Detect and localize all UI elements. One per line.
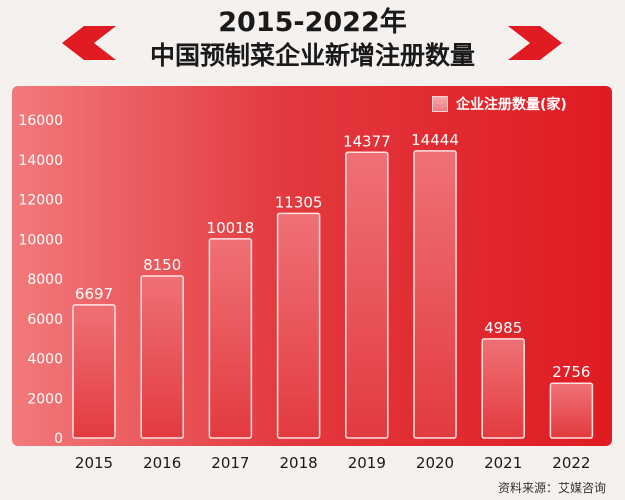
y-tick-6000: 6000: [27, 312, 63, 328]
value-label-2015: 6697: [75, 285, 113, 303]
y-tick-16000: 16000: [18, 113, 63, 129]
x-tick-2020: 2020: [416, 454, 454, 472]
value-label-2017: 10018: [207, 219, 255, 237]
legend: 企业注册数量(家): [432, 94, 567, 114]
x-tick-2017: 2017: [211, 454, 249, 472]
bar-2015: [72, 304, 116, 439]
value-label-2020: 14444: [411, 131, 459, 149]
x-tick-2019: 2019: [348, 454, 386, 472]
legend-swatch: [432, 96, 448, 112]
value-label-2016: 8150: [143, 256, 181, 274]
y-tick-2000: 2000: [27, 391, 63, 407]
bar-2020: [413, 150, 457, 439]
bar-2016: [140, 275, 184, 439]
x-tick-2015: 2015: [75, 454, 113, 472]
bar-2019: [345, 151, 389, 439]
y-tick-12000: 12000: [18, 193, 63, 209]
x-tick-2016: 2016: [143, 454, 181, 472]
x-tick-2021: 2021: [484, 454, 522, 472]
bar-2022: [549, 382, 594, 439]
y-tick-14000: 14000: [18, 153, 63, 169]
chart-title-line2: 中国预制菜企业新增注册数量: [149, 41, 475, 70]
value-label-2021: 4985: [484, 319, 522, 337]
value-label-2019: 14377: [343, 132, 391, 150]
y-tick-0: 0: [54, 431, 63, 447]
chart-title: 2015-2022年 中国预制菜企业新增注册数量: [0, 6, 625, 72]
chevron-right-decoration-icon: [508, 26, 562, 60]
x-tick-2018: 2018: [280, 454, 318, 472]
y-tick-10000: 10000: [18, 232, 63, 248]
bar-2021: [481, 338, 525, 439]
x-tick-2022: 2022: [552, 454, 590, 472]
chevron-left-decoration-icon: [62, 26, 116, 60]
value-label-2022: 2756: [552, 363, 590, 381]
bar-2018: [276, 212, 321, 439]
bar-2017: [208, 238, 253, 439]
legend-label: 企业注册数量(家): [456, 97, 567, 113]
source-note: 资料来源：艾媒咨询: [498, 481, 607, 495]
value-label-2018: 11305: [275, 193, 323, 211]
y-tick-4000: 4000: [27, 352, 63, 368]
chart-title-line1: 2015-2022年: [218, 7, 407, 38]
y-tick-8000: 8000: [27, 272, 63, 288]
